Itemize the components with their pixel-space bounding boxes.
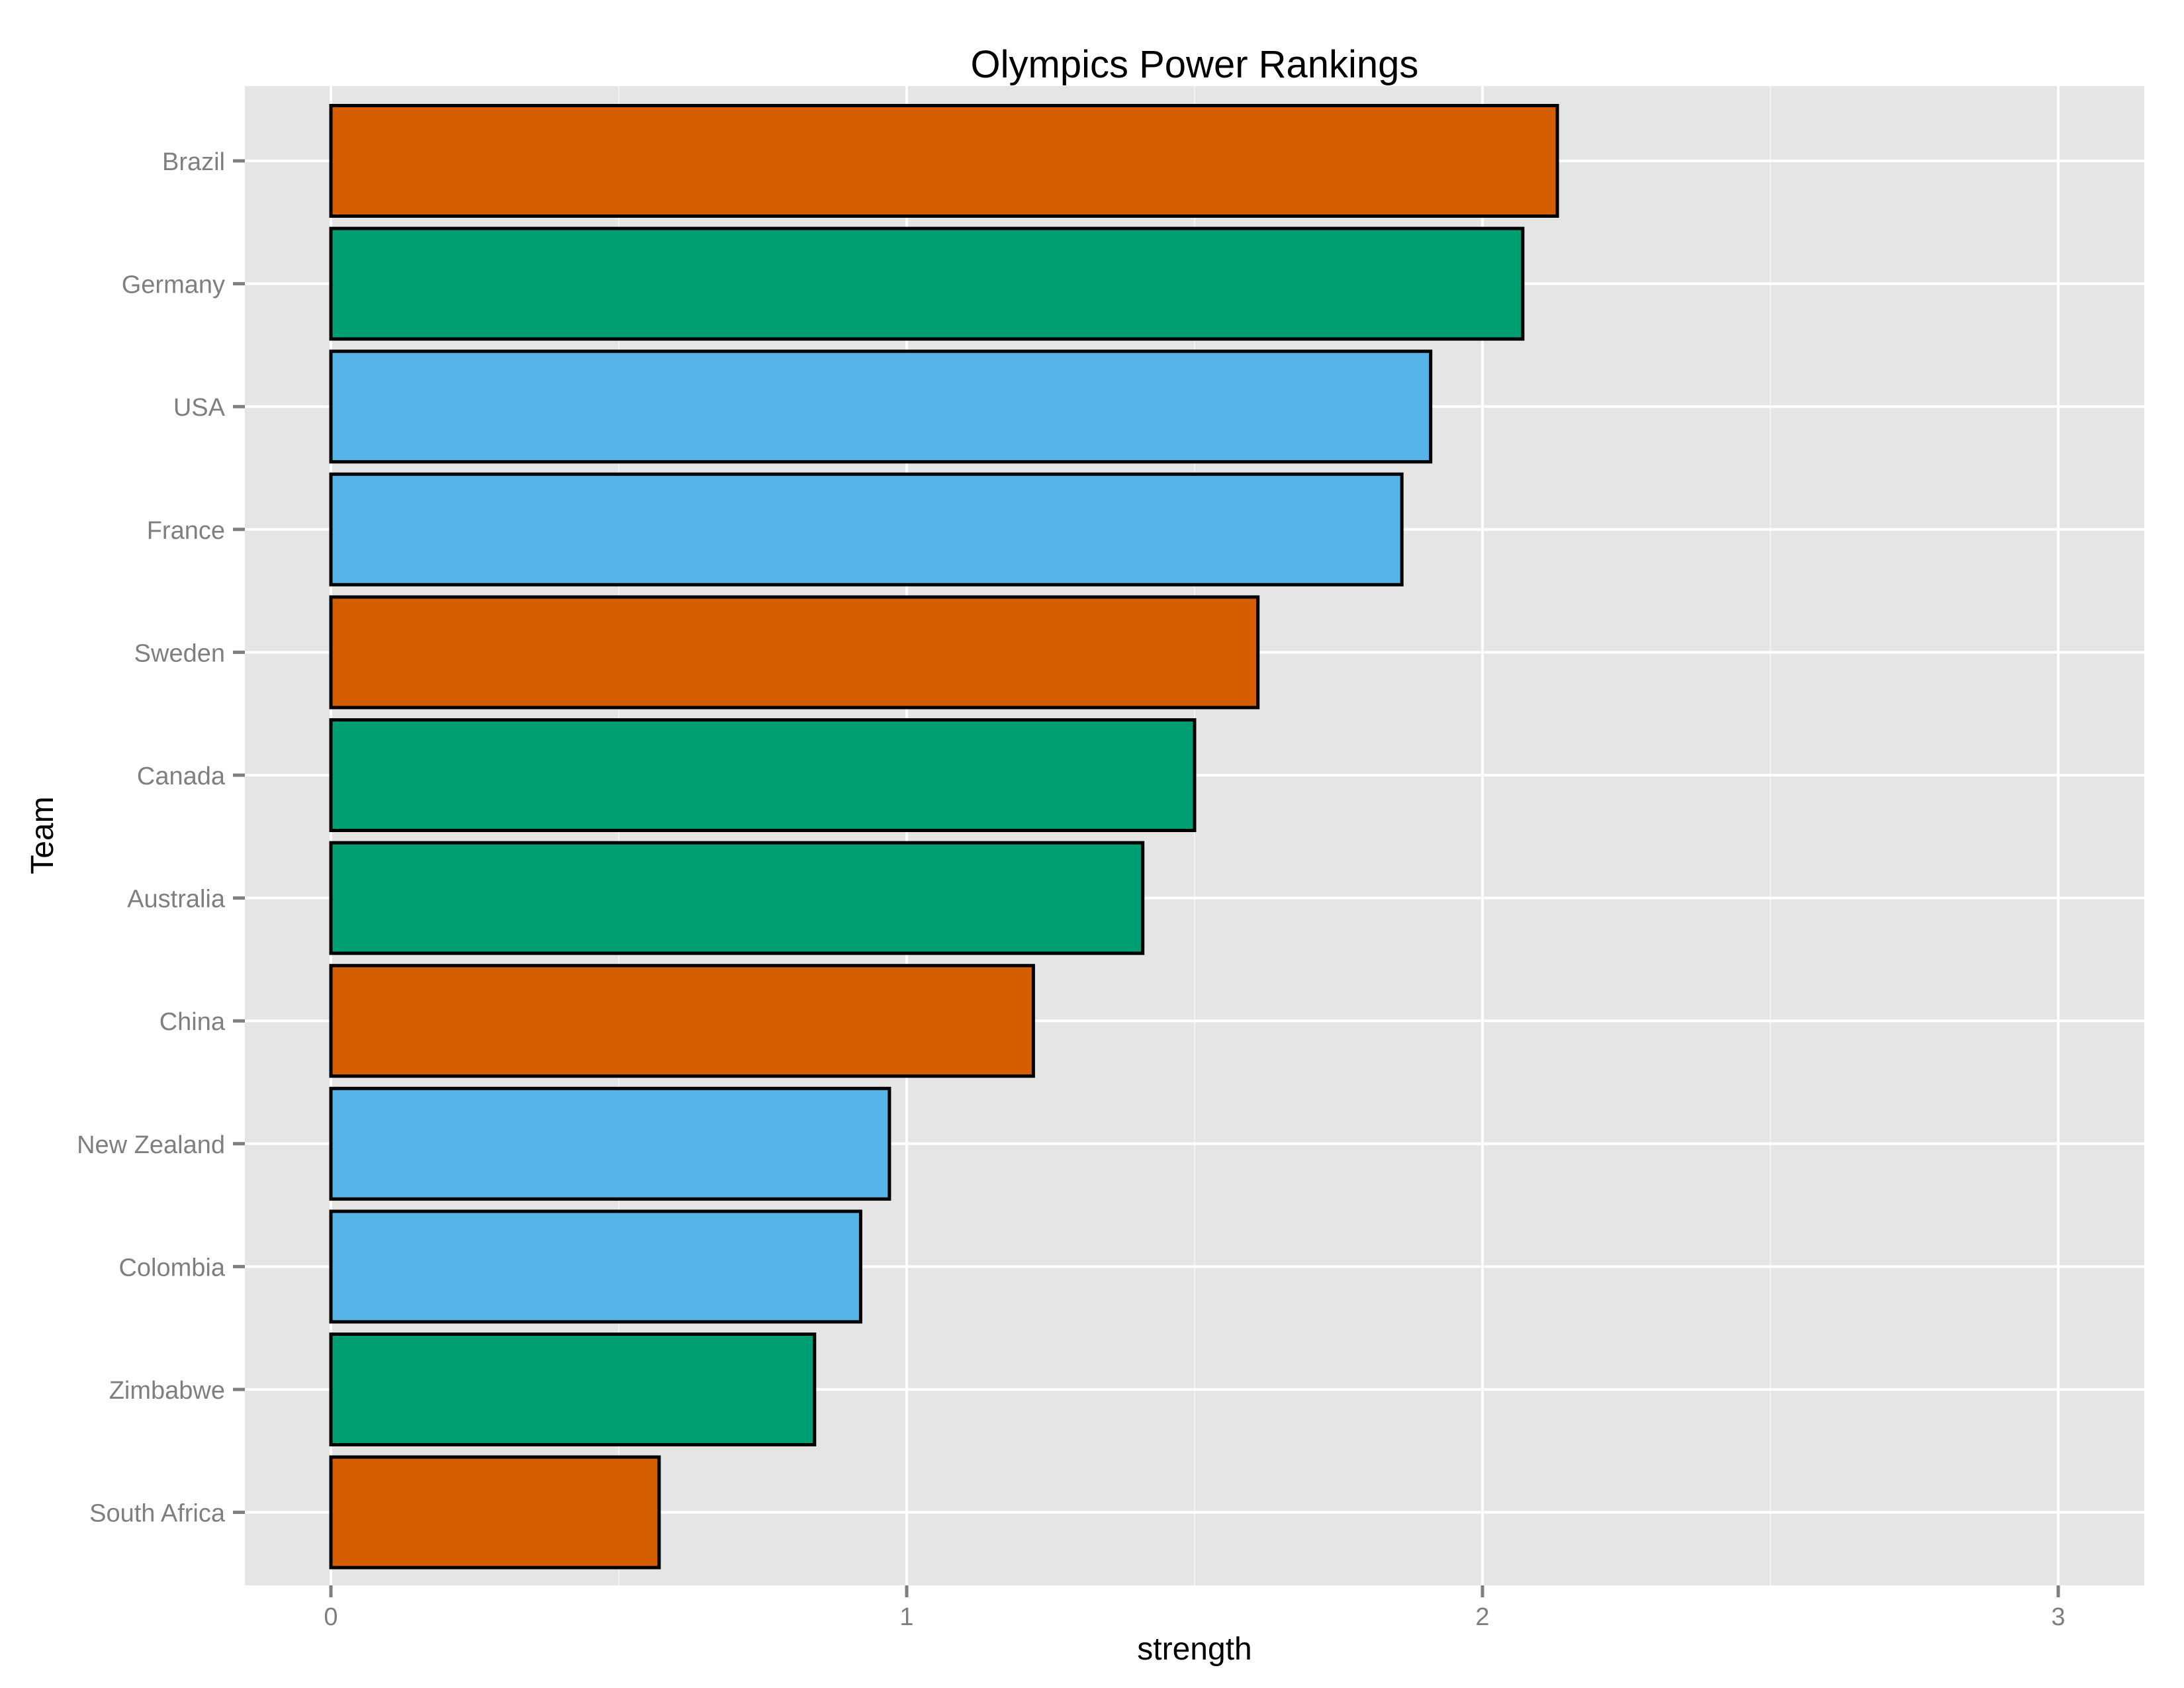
- bar-australia: Australia: 1.41: [329, 841, 1145, 955]
- bar-canada: Canada: 1.5: [329, 718, 1197, 832]
- y-axis-title: Team: [25, 796, 60, 874]
- bar-usa: USA: 1.91: [329, 350, 1433, 464]
- y-axis: Brazil Germany USA France Sweden Canada Austra…: [77, 148, 245, 1528]
- x-tick-label: 2: [1475, 1603, 1489, 1631]
- y-tick-label: Canada: [137, 763, 226, 790]
- bar-sweden: Sweden: 1.61: [329, 595, 1260, 710]
- bar-brazil: Brazil: 2.13: [329, 104, 1559, 218]
- y-tick-label: Germany: [122, 271, 225, 299]
- bar-germany: Germany: 2.07: [329, 226, 1525, 341]
- y-tick-label: Brazil: [162, 148, 225, 176]
- y-tick-label: New Zealand: [77, 1131, 225, 1159]
- bar-zimbabwe: Zimbabwe: 0.84: [329, 1333, 817, 1446]
- bar-colombia: Colombia: 0.92: [329, 1209, 862, 1324]
- bars: Brazil: 2.13Germany: 2.07USA: 1.91France…: [329, 104, 1559, 1570]
- y-tick-label: Colombia: [118, 1254, 225, 1282]
- x-tick-label: 1: [899, 1603, 913, 1631]
- x-axis-title: strength: [1137, 1632, 1251, 1667]
- x-tick-label: 0: [324, 1603, 338, 1631]
- bar-china: China: 1.22: [329, 964, 1035, 1078]
- y-tick-label: Zimbabwe: [109, 1377, 225, 1405]
- y-tick-label: Australia: [127, 886, 226, 914]
- x-tick-label: 3: [2051, 1603, 2065, 1631]
- y-tick-label: China: [159, 1008, 226, 1036]
- bar-new-zealand: New Zealand: 0.97: [329, 1086, 891, 1201]
- bar-south-africa: South Africa: 0.57: [329, 1455, 661, 1570]
- chart-title: Olympics Power Rankings: [971, 43, 1419, 86]
- x-axis: 0 1 2 3: [324, 1585, 2066, 1631]
- y-tick-label: USA: [173, 394, 226, 422]
- y-tick-label: South Africa: [89, 1500, 226, 1528]
- y-tick-label: France: [147, 517, 225, 545]
- y-tick-label: Sweden: [134, 639, 225, 667]
- bar-france: France: 1.86: [329, 472, 1404, 586]
